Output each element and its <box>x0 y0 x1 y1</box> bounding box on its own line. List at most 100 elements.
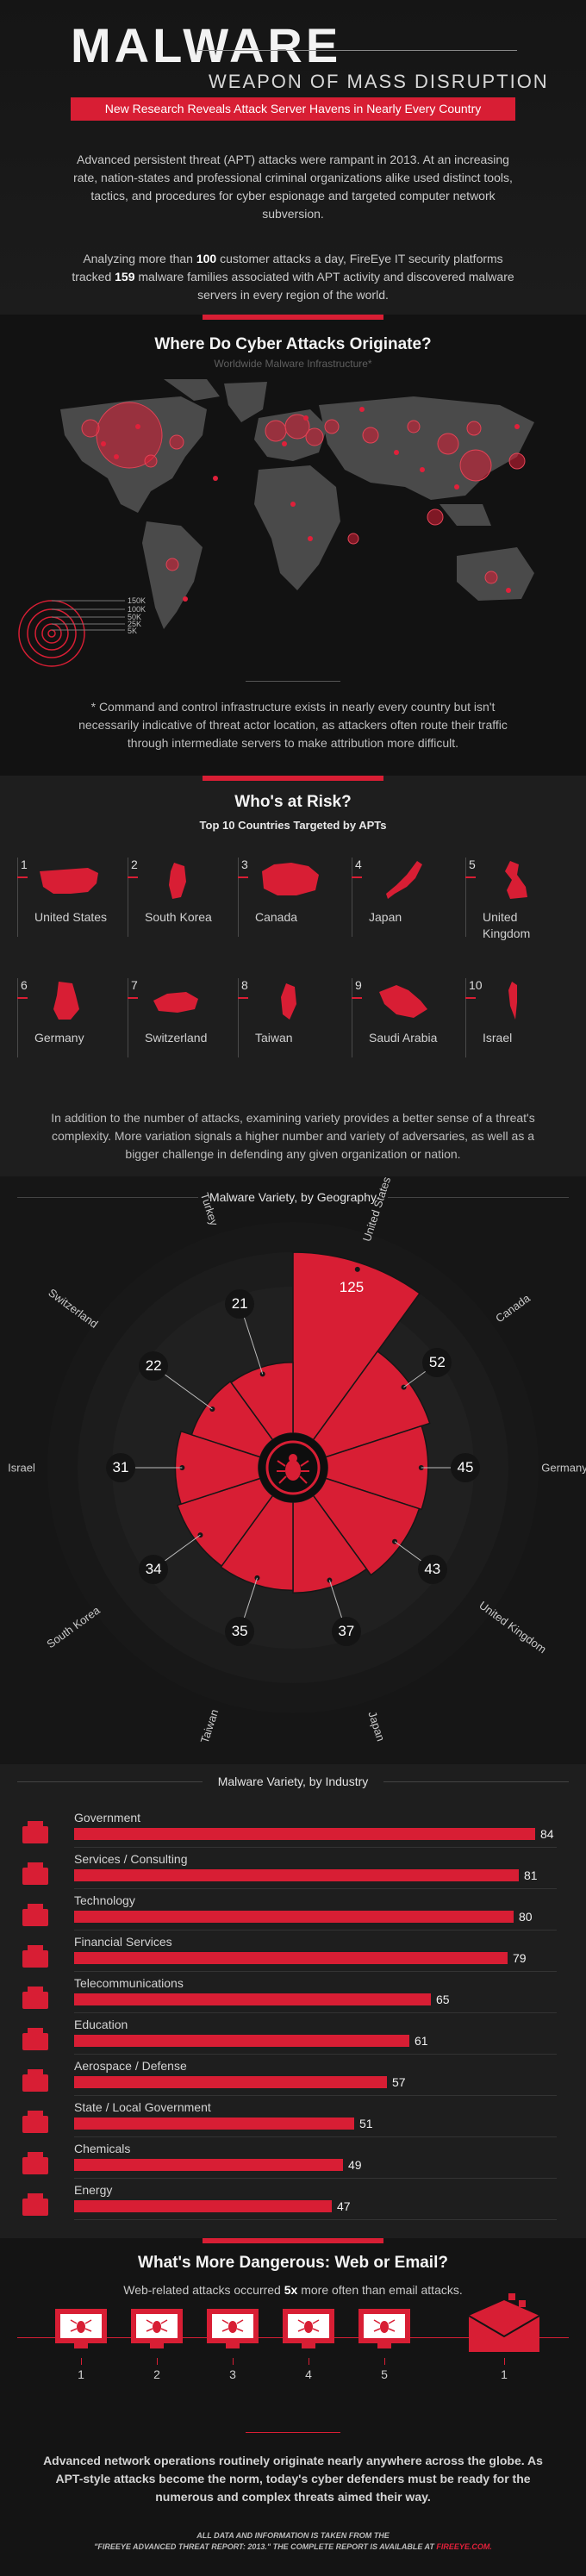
world-map: 150K 100K 50K 25K 5K <box>18 379 534 667</box>
risk-subtitle: Top 10 Countries Targeted by APTs <box>199 819 387 832</box>
country-silhouette-icon <box>386 861 422 899</box>
industry-label: Government <box>74 1811 141 1824</box>
rank-tick <box>128 997 138 999</box>
source-link[interactable]: FIREEYE.COM. <box>436 2542 492 2551</box>
industry-value: 51 <box>359 2117 373 2130</box>
industry-bar <box>74 1828 535 1840</box>
web-count: 3 <box>229 2367 236 2381</box>
rank-tick <box>238 876 248 878</box>
geography-radial-chart <box>47 1222 539 1713</box>
country-card: 4 Japan <box>352 858 452 961</box>
wedge-dot <box>354 1266 360 1272</box>
industry-row: Energy 47 <box>0 2181 586 2223</box>
country-rank: 2 <box>131 858 138 871</box>
footer-text: Advanced network operations routinely or… <box>43 2454 543 2504</box>
country-name: Taiwan <box>255 1031 293 1045</box>
country-card: 1 United States <box>17 858 117 961</box>
country-rank: 3 <box>241 858 248 871</box>
web-monitor-icon <box>281 2307 336 2352</box>
industry-bar <box>74 2200 332 2212</box>
rank-tick <box>17 997 28 999</box>
country-silhouette-icon <box>262 863 319 895</box>
intro-stats-paragraph: Analyzing more than 100 customer attacks… <box>69 250 517 304</box>
country-silhouette-icon <box>53 982 79 1020</box>
country-name: United States <box>34 910 108 924</box>
source-text: "FIREEYE ADVANCED THREAT REPORT: 2013." … <box>94 2542 437 2551</box>
web-monitor-icon <box>205 2307 260 2352</box>
footer: Advanced network operations routinely or… <box>0 2428 586 2576</box>
count-tick <box>157 2358 158 2365</box>
country-card: 10 Israel <box>465 978 565 1082</box>
industry-label: Energy <box>74 2183 113 2197</box>
row-divider <box>74 2136 557 2137</box>
count-tick <box>504 2358 505 2365</box>
industry-value: 57 <box>392 2075 406 2089</box>
web-monitor-icon <box>53 2307 109 2352</box>
intro-text: customer attacks a day, FireEye IT secur… <box>72 252 503 284</box>
web-email-section: What's More Dangerous: Web or Email? Web… <box>0 2238 586 2428</box>
industry-label: Financial Services <box>74 1935 172 1949</box>
multiplier: 5x <box>284 2283 298 2297</box>
industry-bar <box>74 2118 354 2130</box>
industry-label: State / Local Government <box>74 2100 211 2114</box>
main-title: MALWARE <box>71 18 342 72</box>
country-name: Israel <box>483 1031 513 1045</box>
industry-row: State / Local Government 51 <box>0 2099 586 2140</box>
map-legend <box>18 600 85 667</box>
divider <box>246 681 340 682</box>
web-monitor-icon <box>129 2307 184 2352</box>
title-rule-left <box>17 1197 198 1198</box>
country-rank: 10 <box>469 978 483 992</box>
sub-title: WEAPON OF MASS DISRUPTION <box>209 71 549 92</box>
industry-title: Malware Variety, by Industry <box>217 1775 369 1788</box>
airplane-icon <box>22 2069 48 2092</box>
country-silhouette-icon <box>379 985 427 1018</box>
source-line-2: "FIREEYE ADVANCED THREAT REPORT: 2013." … <box>0 2542 586 2551</box>
map-title: Where Do Cyber Attacks Originate? <box>154 335 432 353</box>
legend-25k: 25K <box>128 620 141 628</box>
row-divider <box>74 2095 557 2096</box>
web-email-title: What's More Dangerous: Web or Email? <box>138 2254 448 2272</box>
card-divider <box>465 978 466 1057</box>
risk-section: Who's at Risk? Top 10 Countries Targeted… <box>0 776 586 1176</box>
country-card: 2 South Korea <box>128 858 228 961</box>
industry-row: Chemicals 49 <box>0 2140 586 2181</box>
industry-bar <box>74 2076 387 2088</box>
card-divider <box>238 858 239 937</box>
legend-50k: 50K <box>128 613 141 621</box>
country-card: 5 United Kingdom <box>465 858 565 961</box>
geography-value: 125 <box>339 1278 365 1295</box>
industry-value: 81 <box>524 1868 538 1882</box>
phone-icon <box>22 1987 48 2009</box>
money-icon <box>22 1945 48 1968</box>
attacks-number: 100 <box>196 252 217 265</box>
geography-value: 52 <box>422 1348 452 1378</box>
industry-section: Malware Variety, by Industry Government 8… <box>0 1764 586 2238</box>
country-name: United Kingdom <box>483 910 531 940</box>
count-tick <box>384 2358 385 2365</box>
industry-value: 47 <box>337 2199 351 2213</box>
industry-label: Telecommunications <box>74 1976 184 1990</box>
industry-bar <box>74 2159 343 2171</box>
country-rank: 7 <box>131 978 138 992</box>
geography-value: 21 <box>225 1288 255 1319</box>
intro-text: malware families associated with APT act… <box>134 270 514 302</box>
industry-bar <box>74 1869 519 1881</box>
divider <box>246 2432 340 2433</box>
country-silhouette-icon <box>153 992 198 1013</box>
source-line-1: ALL DATA AND INFORMATION IS TAKEN FROM T… <box>196 2531 390 2540</box>
intro-paragraph: Advanced persistent threat (APT) attacks… <box>73 153 513 221</box>
section-accent <box>203 315 383 320</box>
country-card: 3 Canada <box>238 858 338 961</box>
country-name: Japan <box>369 910 402 924</box>
technology-satellite-icon <box>22 1904 48 1926</box>
title-rule-left <box>17 1781 203 1782</box>
legend-150k: 150K <box>128 596 146 605</box>
industry-row: Services / Consulting 81 <box>0 1850 586 1892</box>
email-envelope-icon <box>465 2292 540 2352</box>
rank-tick <box>465 997 476 999</box>
bug-icon <box>259 1433 327 1502</box>
card-divider <box>17 858 18 937</box>
geography-country-label: Germany <box>541 1461 586 1475</box>
geography-section: Malware Variety, by Geography 125 United … <box>0 1176 586 1764</box>
